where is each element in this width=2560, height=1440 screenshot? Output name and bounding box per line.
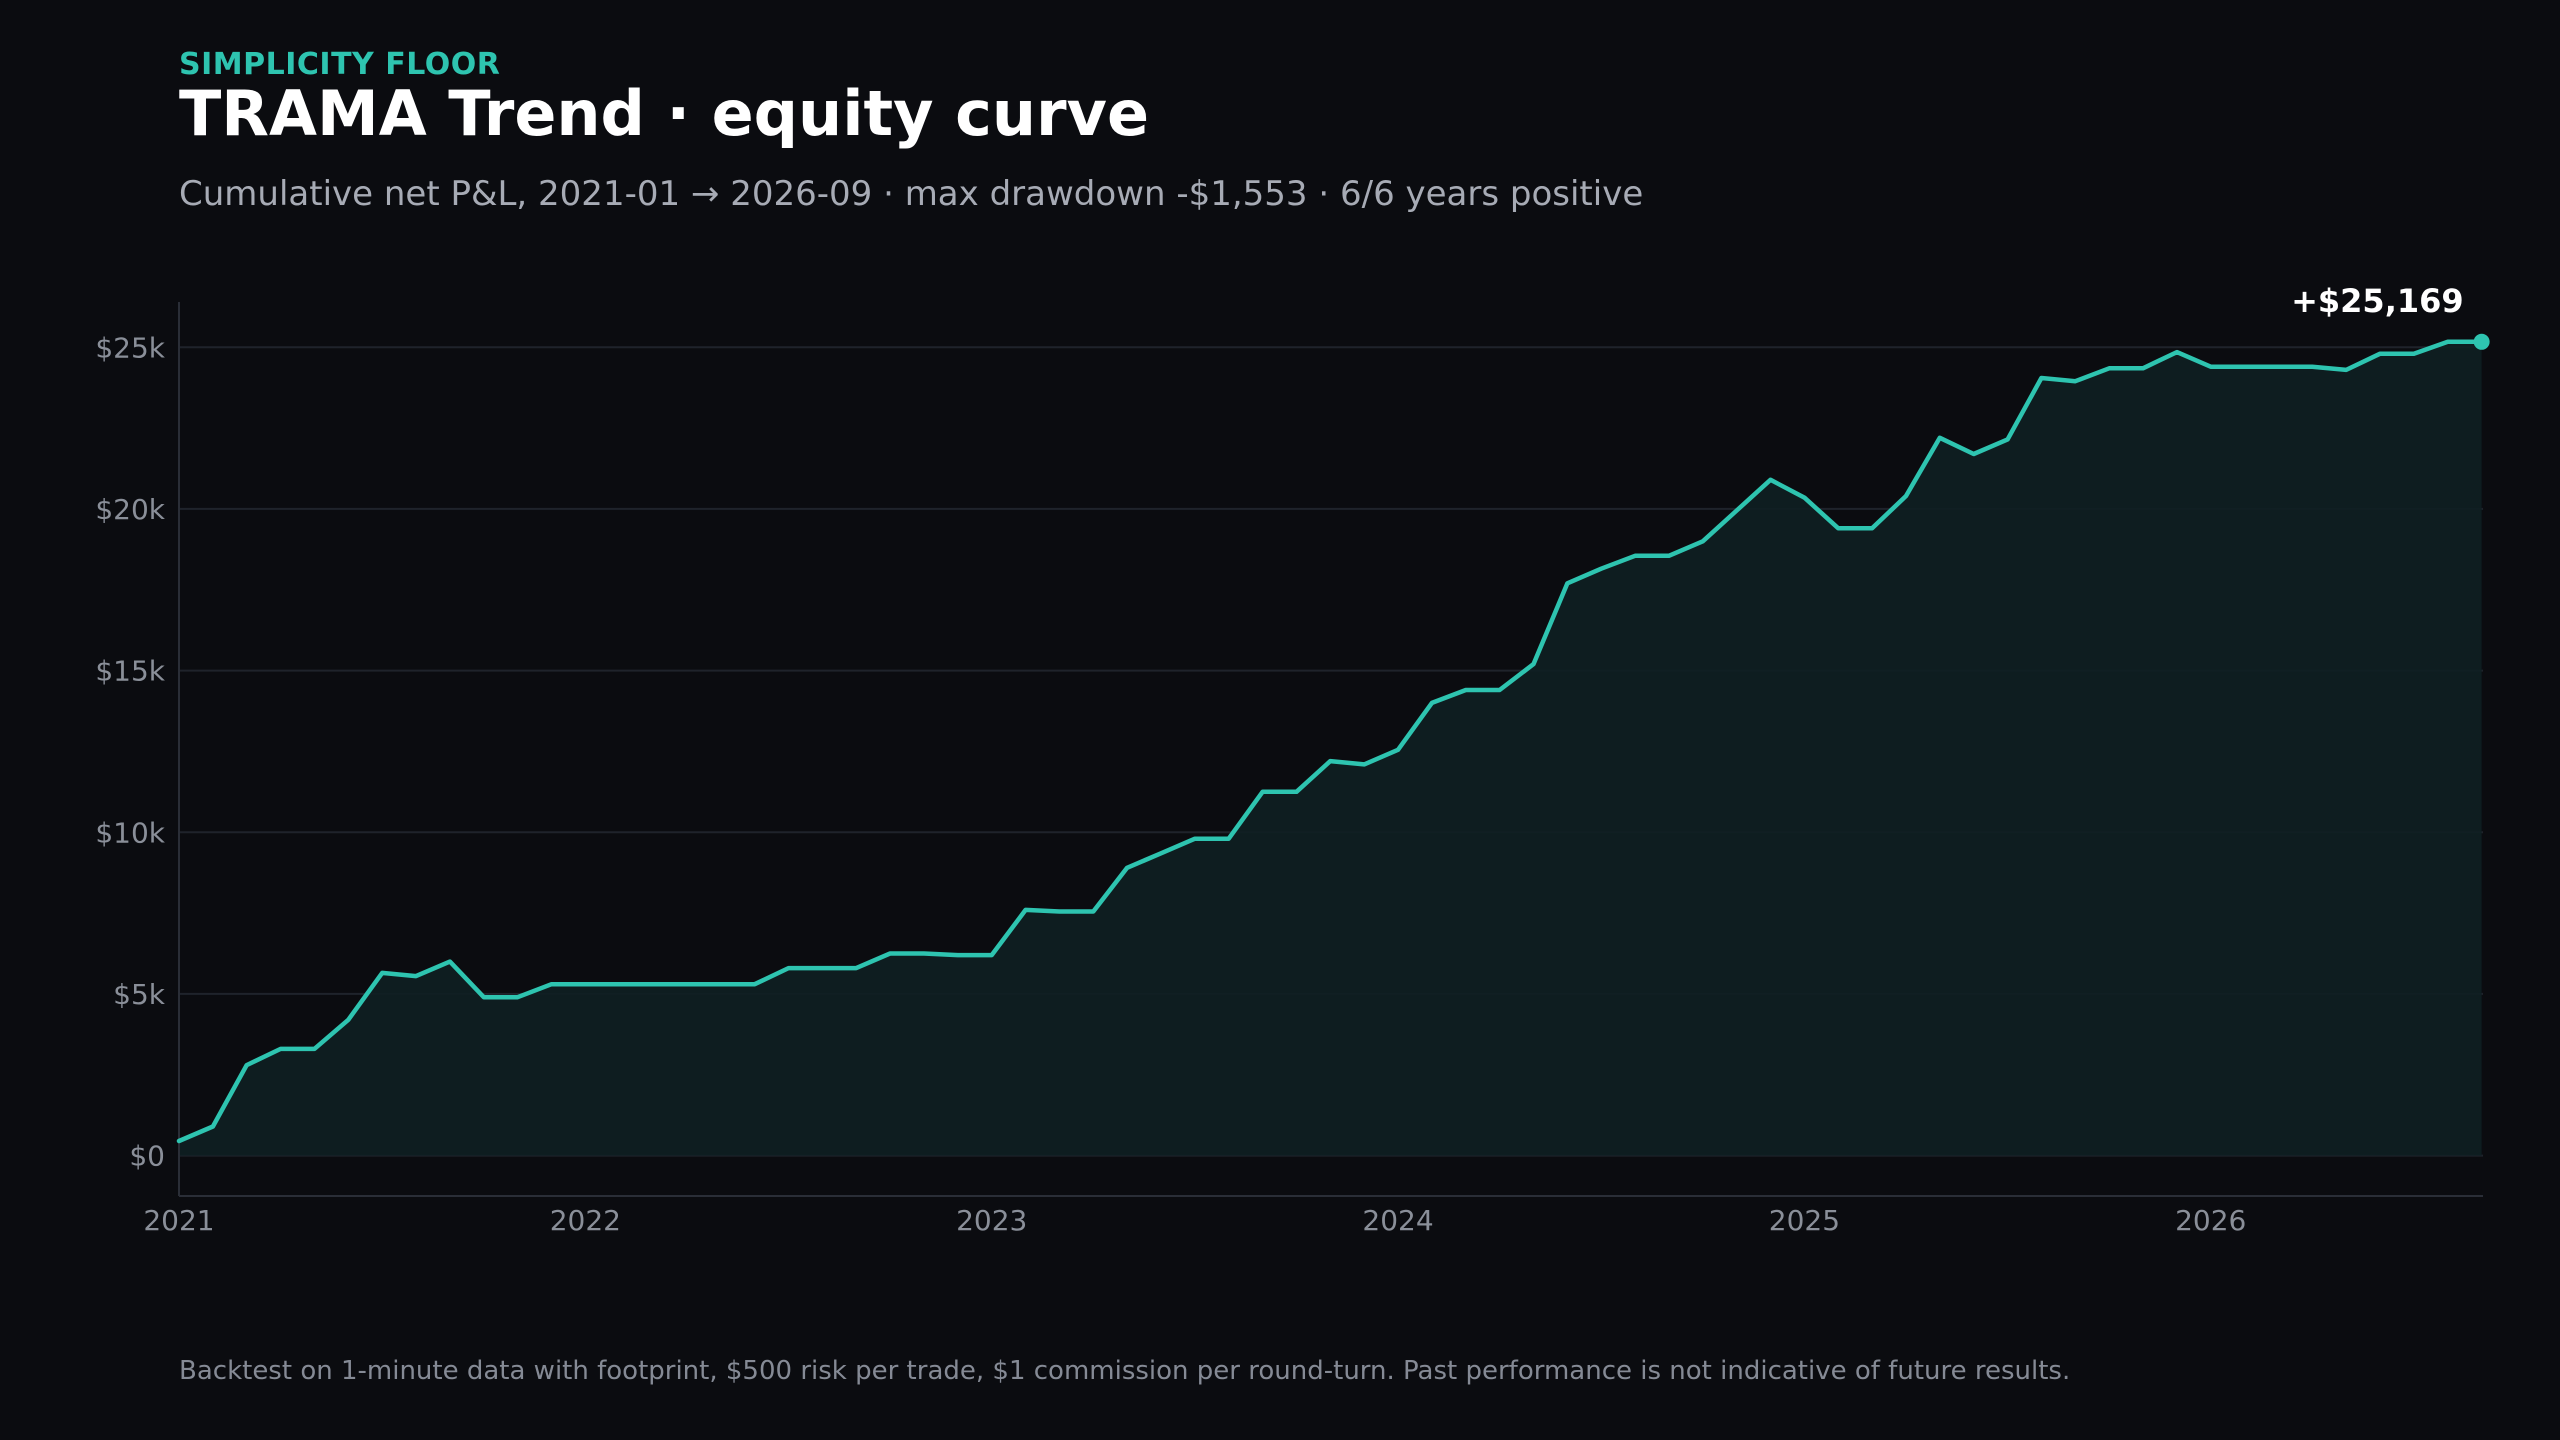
area-fill-layer [179,341,2482,1156]
chart-subtitle: Cumulative net P&L, 2021-01 → 2026-09 · … [179,174,1644,214]
equity-area-fill [179,341,2482,1156]
x-tick-label: 2021 [143,1204,214,1237]
tick-labels: $0 $5k $10k $15k $20k $25k 2021 2022 2023 2024 202… [95,282,2463,1237]
y-tick-label: $10k [95,816,165,849]
y-tick-label: $0 [129,1140,165,1173]
y-tick-label: $20k [95,493,165,526]
chart-eyebrow: SIMPLICITY FLOOR [179,47,501,82]
chart-title: TRAMA Trend · equity curve [179,77,1150,150]
y-tick-label: $15k [95,655,165,688]
axes [178,302,2483,1197]
x-tick-label: 2025 [1769,1204,1840,1237]
y-tick-label: $5k [113,978,166,1011]
chart-footnote: Backtest on 1-minute data with footprint… [179,1356,2071,1386]
series-line-layer [176,333,2490,1144]
end-value-label: +$25,169 [2291,282,2464,320]
x-tick-label: 2026 [2175,1204,2246,1237]
x-tick-label: 2023 [956,1204,1027,1237]
y-tick-label: $25k [95,331,165,364]
x-tick-label: 2024 [1362,1204,1433,1237]
end-point-marker [2473,333,2490,350]
x-tick-label: 2022 [550,1204,621,1237]
